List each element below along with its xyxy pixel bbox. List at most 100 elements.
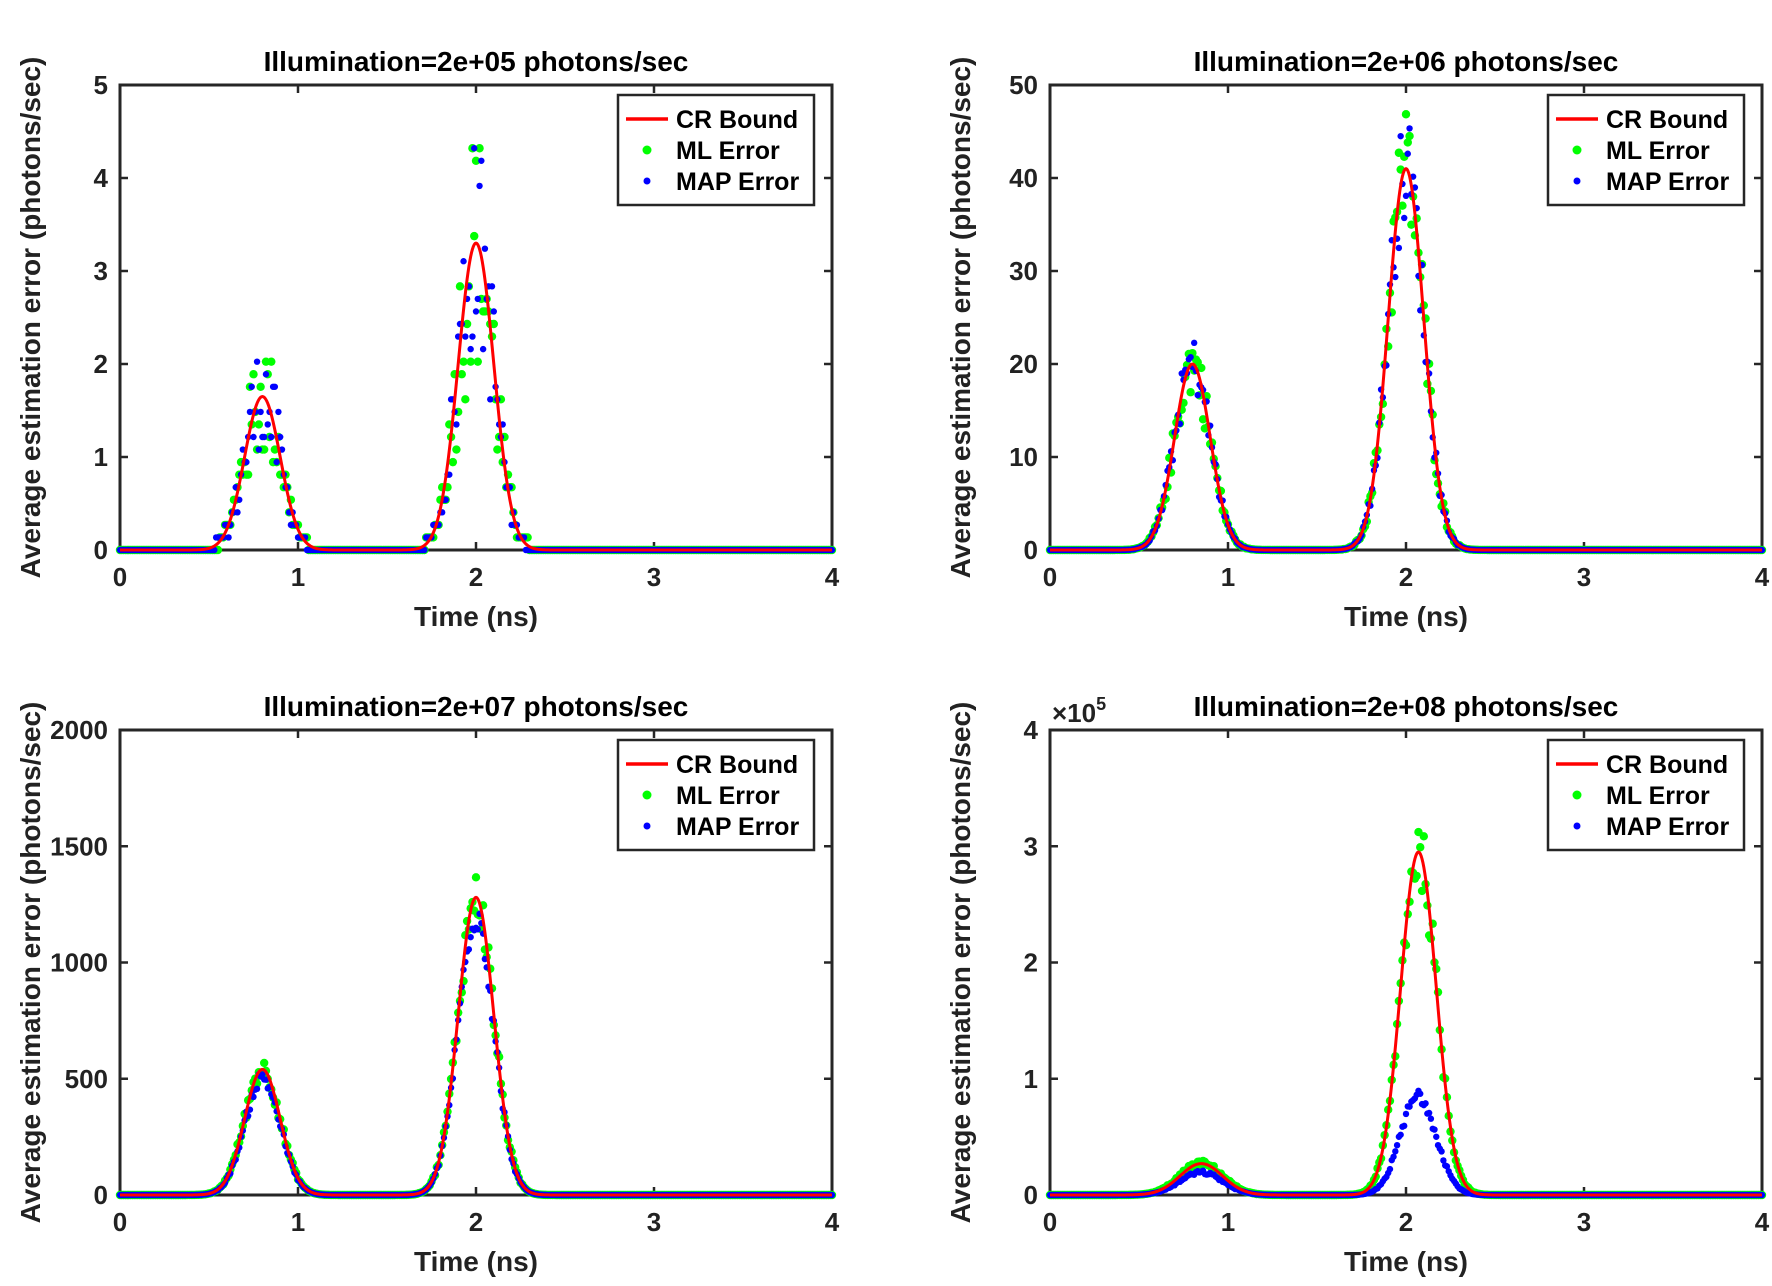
legend-label: MAP Error — [1606, 168, 1729, 196]
map-error-point — [225, 534, 232, 541]
map-error-point — [1194, 391, 1201, 399]
legend-marker-ml — [1572, 145, 1582, 155]
map-error-point — [1422, 1100, 1429, 1107]
x-tick-label: 4 — [1755, 562, 1770, 592]
y-tick-label: 1 — [1024, 1064, 1038, 1094]
y-tick-label: 0 — [1024, 535, 1038, 565]
x-axis-label: Time (ns) — [414, 601, 538, 632]
ml-error-point — [259, 445, 269, 454]
y-tick-label: 1 — [94, 442, 108, 472]
map-error-point — [472, 308, 480, 315]
legend-marker-map — [1573, 822, 1581, 830]
legend-label: ML Error — [1606, 137, 1710, 165]
subplot-4: Illumination=2e+08 photons/sec 0 1 2 3 4 0 1 2 3 4… — [945, 691, 1770, 1277]
y-tick-label: 2 — [1024, 948, 1038, 978]
exponent-power: 5 — [1096, 694, 1106, 714]
map-error-point — [1392, 273, 1399, 281]
x-tick-label: 2 — [469, 562, 483, 592]
y-axis-label: Average estimation error (photons/sec) — [945, 57, 976, 579]
map-error-point — [1393, 1141, 1401, 1149]
subplot-1: Illumination=2e+05 photons/sec 0 1 2 3 4 0 1 2 3 4… — [15, 46, 840, 632]
map-error-point — [479, 345, 487, 353]
legend-marker-map — [643, 822, 651, 830]
ml-error-point — [462, 319, 472, 329]
ml-error-point — [489, 319, 498, 329]
ml-error-point — [1419, 832, 1429, 841]
ml-error-point — [452, 445, 461, 454]
y-tick-label: 20 — [1009, 349, 1038, 379]
ml-error-point — [1412, 871, 1421, 881]
map-error-point — [490, 308, 497, 315]
ml-error-point — [267, 357, 276, 366]
map-error-point — [478, 157, 485, 164]
cr-bound-line — [1050, 850, 1762, 1197]
x-tick-label: 1 — [1221, 1207, 1235, 1237]
map-error-point — [1397, 132, 1404, 140]
x-tick-label: 3 — [647, 562, 661, 592]
cr-bound-line — [1050, 166, 1762, 552]
legend-label: CR Bound — [676, 751, 798, 779]
y-tick-label: 5 — [94, 70, 108, 100]
x-axis-label: Time (ns) — [1344, 601, 1468, 632]
legend-label: MAP Error — [676, 168, 799, 196]
plot-title: Illumination=2e+06 photons/sec — [1194, 46, 1619, 77]
x-tick-label: 0 — [1043, 1207, 1057, 1237]
ml-error-point — [1198, 415, 1208, 424]
map-error-point — [476, 182, 483, 190]
plot-title: Illumination=2e+05 photons/sec — [264, 46, 689, 77]
map-error-point — [1427, 1115, 1435, 1122]
map-error-point — [250, 1093, 257, 1101]
map-error-point — [260, 433, 268, 441]
ml-error-point — [448, 457, 458, 467]
ml-error-point — [1197, 363, 1206, 373]
x-tick-label: 2 — [1399, 562, 1413, 592]
x-tick-label: 4 — [825, 562, 840, 592]
ml-error-point — [1186, 388, 1195, 397]
map-error-point — [1392, 1148, 1399, 1155]
ml-error-point — [243, 470, 253, 479]
exponent-base: ×10 — [1052, 698, 1096, 728]
map-error-point — [262, 371, 270, 378]
map-error-point — [1404, 150, 1411, 157]
map-error-point — [271, 383, 279, 390]
map-error-point — [1187, 353, 1194, 361]
map-error-point — [257, 408, 264, 416]
map-error-point — [268, 433, 275, 441]
legend-label: CR Bound — [676, 106, 798, 134]
ml-error-point — [493, 445, 502, 454]
legend-marker-map — [643, 177, 651, 185]
x-tick-label: 4 — [1755, 1207, 1770, 1237]
legend-label: ML Error — [1606, 782, 1710, 810]
y-tick-label: 4 — [1024, 715, 1039, 745]
legend-label: MAP Error — [676, 813, 799, 841]
map-error-point — [1433, 1133, 1440, 1140]
x-tick-label: 0 — [1043, 562, 1057, 592]
legend-marker-ml — [642, 145, 652, 155]
map-error-point — [234, 509, 241, 516]
map-error-point — [1440, 1157, 1447, 1164]
x-tick-label: 0 — [113, 562, 127, 592]
y-tick-label: 3 — [94, 256, 108, 286]
y-axis-label: Average estimation error (photons/sec) — [15, 702, 46, 1224]
map-error-point — [487, 396, 494, 403]
y-tick-label: 0 — [94, 535, 108, 565]
map-error-point — [421, 546, 428, 554]
map-error-point — [453, 421, 460, 428]
ml-error-point — [471, 873, 481, 882]
y-tick-label: 500 — [65, 1064, 108, 1094]
ml-error-point — [466, 357, 475, 366]
y-tick-label: 1000 — [50, 948, 108, 978]
map-error-point — [1425, 1109, 1433, 1117]
x-axis-label: Time (ns) — [414, 1246, 538, 1277]
ml-error-point — [461, 395, 470, 404]
legend: CR Bound ML Error MAP Error — [1546, 738, 1746, 852]
ml-error-point — [457, 370, 466, 379]
ml-error-point — [1407, 220, 1416, 229]
y-axis-label: Average estimation error (photons/sec) — [15, 57, 46, 579]
y-tick-label: 50 — [1009, 70, 1038, 100]
map-error-point — [462, 333, 469, 340]
legend: CR Bound ML Error MAP Error — [616, 738, 816, 852]
legend-label: ML Error — [676, 137, 780, 165]
x-tick-label: 3 — [1577, 562, 1591, 592]
